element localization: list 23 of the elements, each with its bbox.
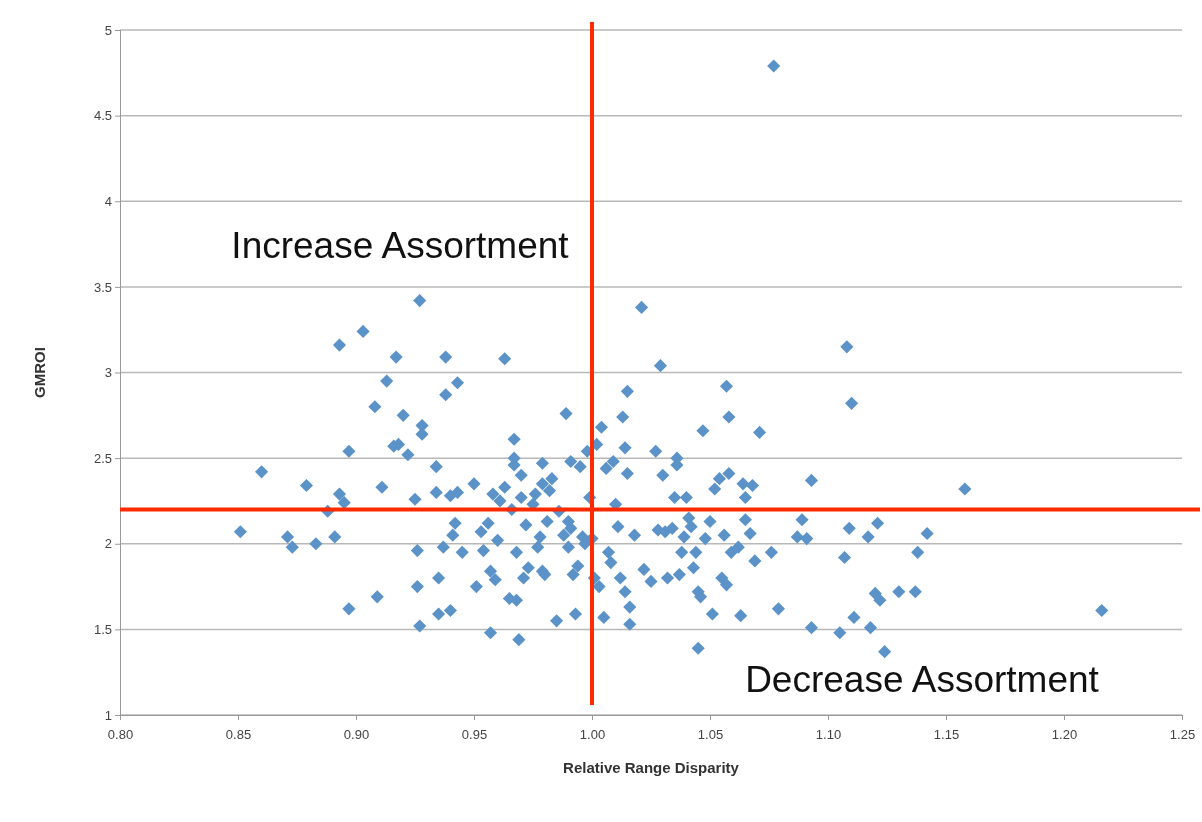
x-tick-label: 1.00 (579, 726, 606, 742)
y-tick-label: 3.5 (93, 279, 112, 295)
y-tick-label: 1 (104, 707, 112, 723)
annotation: Increase Assortment (231, 225, 570, 266)
x-tick-label: 1.05 (697, 726, 724, 742)
y-tick-label: 1.5 (93, 622, 112, 638)
x-tick-label: 0.85 (225, 726, 252, 742)
y-tick-label: 3 (104, 365, 112, 381)
y-tick-label: 2 (104, 536, 112, 552)
x-tick-label: 1.10 (815, 726, 842, 742)
x-tick-label: 0.90 (343, 726, 370, 742)
x-tick-label: 0.80 (107, 726, 134, 742)
x-tick-label: 1.25 (1169, 726, 1196, 742)
annotation: Decrease Assortment (745, 659, 1100, 700)
x-tick-label: 1.20 (1051, 726, 1078, 742)
x-tick-label: 0.95 (461, 726, 488, 742)
x-tick-label: 1.15 (933, 726, 960, 742)
y-tick-label: 4 (104, 193, 112, 209)
y-tick-label: 4.5 (93, 108, 112, 124)
y-tick-label: 2.5 (93, 450, 112, 466)
x-axis-title: Relative Range Disparity (563, 759, 740, 776)
y-tick-label: 5 (104, 22, 112, 38)
y-axis-title: GMROI (31, 347, 48, 398)
